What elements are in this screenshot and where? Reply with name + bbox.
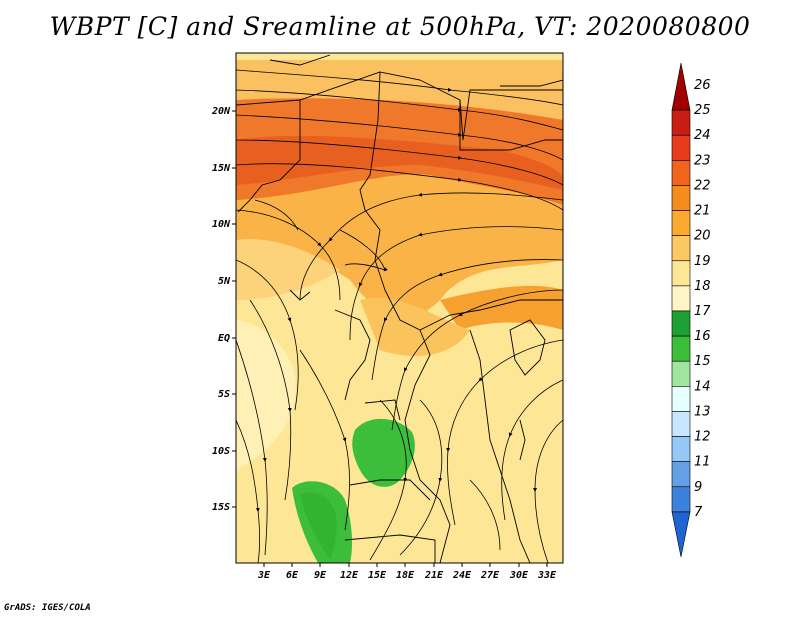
colorbar: 26 25 24 23 22 21 20 19 18 17 16 15 14 13 12 11 9 7 bbox=[671, 62, 711, 558]
colorbar-label: 18 bbox=[694, 279, 711, 294]
colorbar-label: 25 bbox=[694, 103, 711, 118]
colorbar-segment bbox=[671, 62, 691, 111]
colorbar-label: 17 bbox=[694, 304, 711, 319]
colorbar-segment bbox=[671, 134, 691, 161]
lat-label: EQ bbox=[218, 333, 230, 344]
grads-credit: GrADS: IGES/COLA bbox=[4, 603, 91, 613]
lat-label: 15N bbox=[212, 163, 231, 174]
colorbar-segment bbox=[671, 335, 691, 362]
colorbar-segment bbox=[671, 411, 691, 437]
colorbar-segment bbox=[671, 486, 691, 513]
latitude-axis: 20N 15N 10N 5N EQ 5S 10S 15S bbox=[211, 106, 236, 513]
lon-label: 12E bbox=[340, 570, 359, 581]
colorbar-segment bbox=[671, 109, 691, 136]
colorbar-label: 9 bbox=[694, 480, 702, 495]
colorbar-label: 13 bbox=[694, 404, 711, 419]
colorbar-label: 15 bbox=[694, 354, 711, 369]
colorbar-segment bbox=[671, 511, 691, 558]
lon-label: 33E bbox=[537, 570, 557, 581]
longitude-axis: 3E 6E 9E 12E 15E 18E 21E 24E 27E 30E 33E bbox=[257, 563, 557, 581]
colorbar-segment bbox=[671, 386, 691, 412]
country-borders bbox=[236, 54, 563, 563]
colorbar-segment bbox=[671, 285, 691, 312]
colorbar-label: 7 bbox=[694, 505, 703, 520]
lat-label: 5N bbox=[218, 276, 231, 287]
map-frame bbox=[235, 52, 564, 564]
colorbar-label: 19 bbox=[694, 254, 711, 269]
temperature-field bbox=[236, 53, 563, 563]
lat-label: 10N bbox=[212, 219, 231, 230]
colorbar-label: 21 bbox=[694, 204, 711, 219]
lon-label: 30E bbox=[509, 570, 529, 581]
colorbar-segment bbox=[671, 310, 691, 337]
colorbar-segment bbox=[671, 235, 691, 262]
colorbar-label: 16 bbox=[694, 329, 711, 344]
colorbar-label: 22 bbox=[694, 178, 711, 193]
lon-label: 15E bbox=[368, 570, 387, 581]
colorbar-label: 12 bbox=[694, 430, 711, 445]
colorbar-segment bbox=[671, 260, 691, 287]
colorbar-segment bbox=[671, 436, 691, 462]
lat-label: 10S bbox=[212, 446, 230, 457]
lon-label: 3E bbox=[257, 570, 271, 581]
colorbar-label: 23 bbox=[694, 153, 711, 168]
colorbar-segment bbox=[671, 185, 691, 211]
lat-label: 20N bbox=[211, 106, 231, 117]
colorbar-label: 24 bbox=[694, 128, 711, 143]
colorbar-segment bbox=[671, 461, 691, 488]
lat-label: 5S bbox=[218, 389, 230, 400]
lon-label: 9E bbox=[314, 570, 327, 581]
colorbar-label: 26 bbox=[694, 78, 711, 93]
colorbar-segment bbox=[671, 360, 691, 387]
colorbar-segment bbox=[671, 210, 691, 236]
colorbar-label: 11 bbox=[694, 455, 711, 470]
lon-label: 27E bbox=[480, 570, 500, 581]
lon-label: 24E bbox=[452, 570, 472, 581]
plot-title: WBPT [C] and Sreamline at 500hPa, VT: 20… bbox=[49, 12, 751, 41]
lon-label: 18E bbox=[396, 570, 415, 581]
colorbar-label: 14 bbox=[694, 379, 711, 394]
lat-label: 15S bbox=[212, 502, 230, 513]
lon-label: 6E bbox=[286, 570, 299, 581]
colorbar-label: 20 bbox=[694, 229, 711, 244]
lon-label: 21E bbox=[424, 570, 444, 581]
colorbar-segment bbox=[671, 160, 691, 186]
